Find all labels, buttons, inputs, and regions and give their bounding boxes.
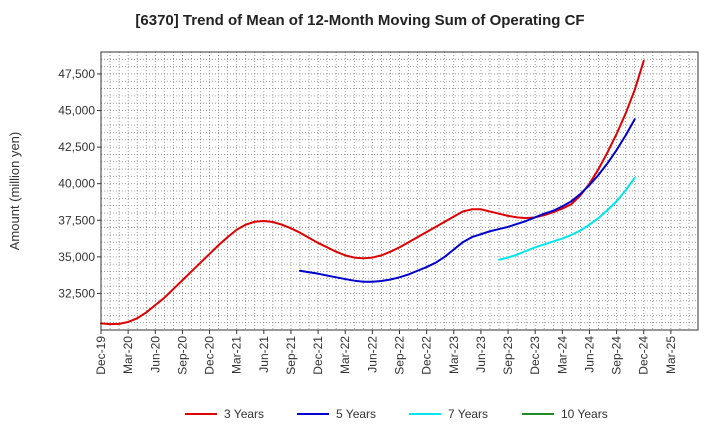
legend-label-5-years: 5 Years [336,407,376,421]
y-tick-label: 32,500 [58,286,95,300]
x-tick-label: Mar-21 [230,336,244,374]
x-tick-label: Mar-24 [555,336,569,374]
x-tick-label: Dec-19 [94,336,108,375]
y-tick-label: 35,000 [58,250,95,264]
x-tick-label: Sep-22 [393,336,407,375]
x-tick-label: Jun-21 [257,336,271,373]
x-tick-label: Mar-23 [447,336,461,374]
series-layer [100,59,645,326]
x-tick-label: Sep-20 [175,336,189,375]
x-tick-label: Dec-22 [420,336,434,375]
y-tick-label: 47,500 [58,67,95,81]
legend-label-10-years: 10 Years [561,407,608,421]
x-tick-label: Dec-23 [528,336,542,375]
series-line-5-years [299,118,636,283]
y-tick-label: 42,500 [58,140,95,154]
x-tick-label: Dec-20 [203,336,217,375]
series-line-3-years [100,59,645,326]
x-tick-label: Jun-23 [474,336,488,373]
x-tick-label: Jun-22 [365,336,379,373]
x-tick-label: Mar-20 [121,336,135,374]
y-tick-label: 37,500 [58,213,95,227]
x-tick-label: Mar-22 [338,336,352,374]
y-tick-label: 40,000 [58,177,95,191]
y-tick-label: 45,000 [58,104,95,118]
y-axis-label: Amount (million yen) [7,132,22,251]
chart-title: [6370] Trend of Mean of 12-Month Moving … [135,12,585,29]
grid-lines [101,52,698,330]
x-tick-label: Sep-23 [501,336,515,375]
x-tick-label: Jun-24 [582,336,596,373]
legend-label-3-years: 3 Years [224,407,264,421]
x-tick-label: Jun-20 [148,336,162,373]
x-axis-ticks: Dec-19 Mar-20 Jun-20 Sep-20 Dec-20 Mar-21 Jun-… [94,330,678,375]
x-tick-label: Dec-24 [637,336,651,375]
legend-label-7-years: 7 Years [448,407,488,421]
x-tick-label: Sep-21 [284,336,298,375]
y-axis-ticks: 32,500 35,000 37,500 40,000 42,500 45,000 47,5… [58,67,101,300]
series-line-7-years [498,176,636,261]
x-tick-label: Sep-24 [610,336,624,375]
legend: 3 Years 5 Years 7 Years 10 Years [185,407,608,421]
x-tick-label: Mar-25 [664,336,678,374]
x-tick-label: Dec-21 [311,336,325,375]
